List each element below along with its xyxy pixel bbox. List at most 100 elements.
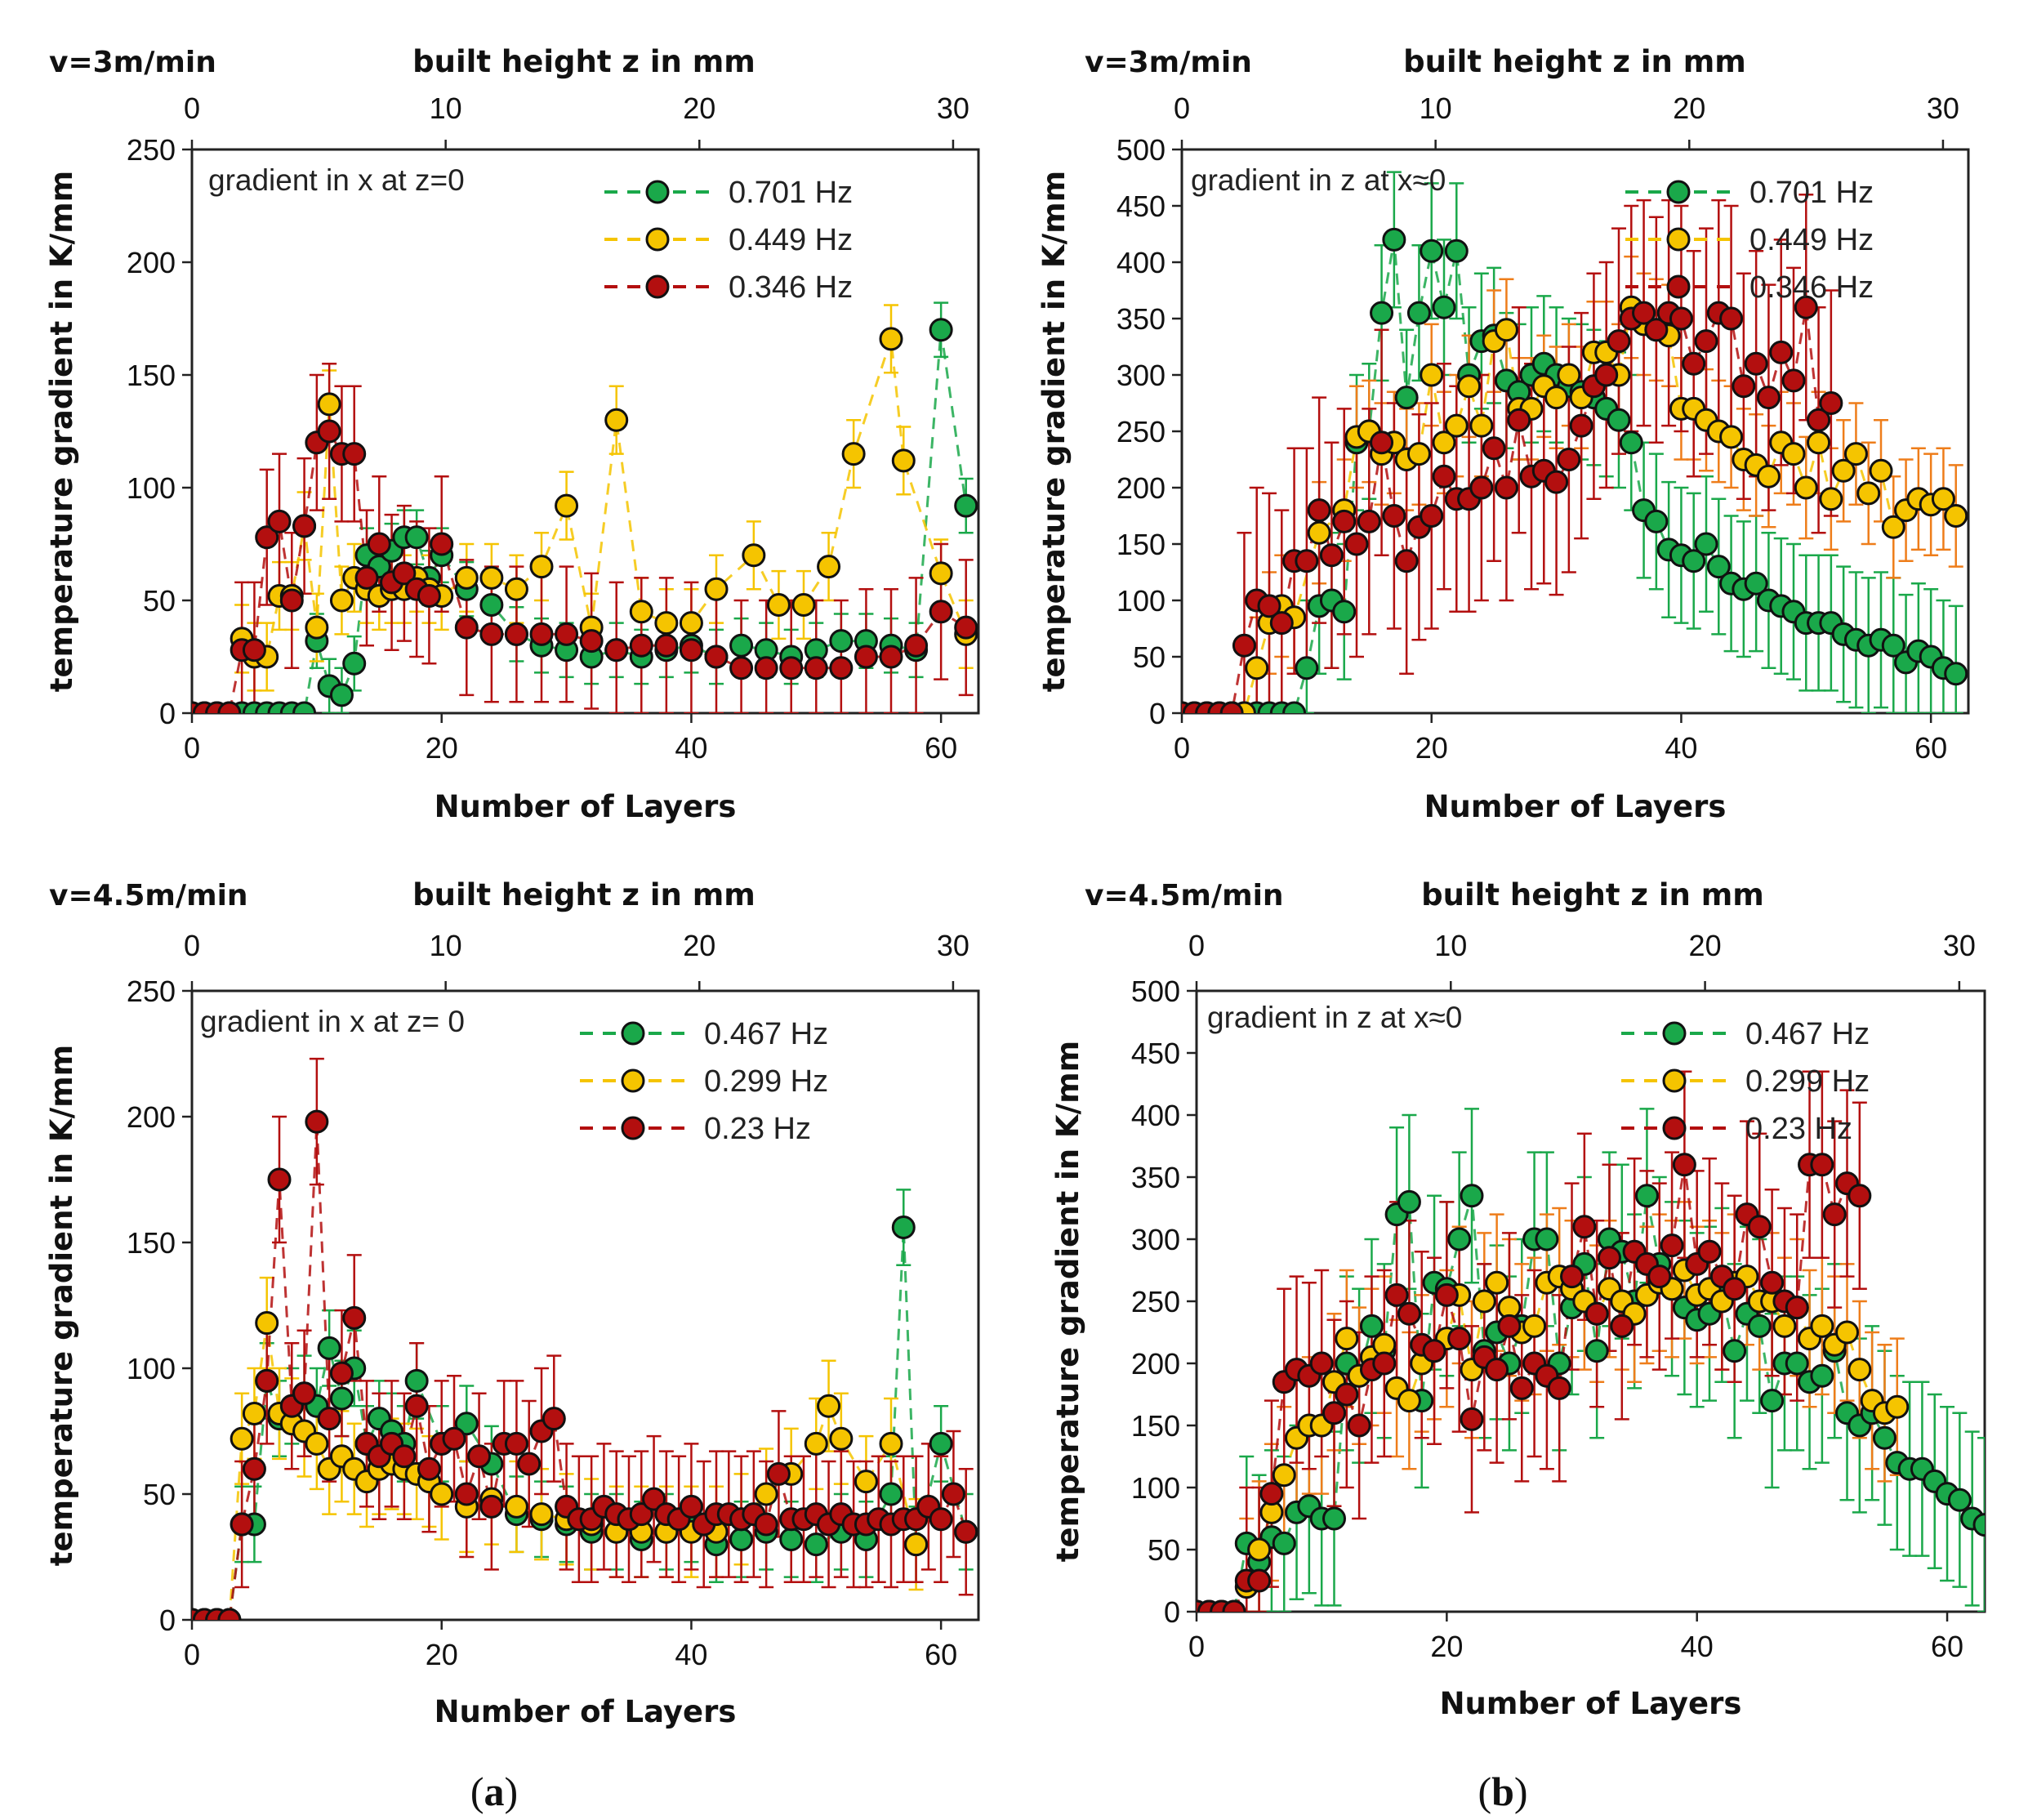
data-point [292,701,317,713]
y-tick-label: 250 [127,133,176,167]
data-point [1307,498,1331,523]
data-point [1322,1506,1346,1531]
x2-tick-label: 20 [683,91,715,125]
legend-marker [1666,227,1691,252]
data-point [267,509,292,533]
data-point [742,543,766,568]
data-point [1781,368,1806,393]
data-point [604,408,629,432]
data-point [504,622,528,646]
speed-label: v=3m/min [49,46,216,79]
data-point [1319,543,1344,568]
x2-tick-label: 0 [1188,929,1205,962]
top-axis-title: built height z in mm [1421,877,1764,912]
y-tick-label: 50 [1148,1533,1180,1567]
data-point [1723,1277,1747,1301]
data-point [1469,413,1494,438]
data-point [430,1482,454,1506]
data-point [817,555,841,579]
data-point [454,1482,479,1506]
data-point [1522,1314,1547,1338]
data-point [729,656,754,680]
y-tick-label: 50 [1133,640,1166,674]
data-point [1247,1537,1272,1562]
y-axis-label: temperature gradient in K/mm [1050,1041,1085,1562]
data-point [854,645,878,669]
data-point [579,629,604,654]
legend-label: 0.299 Hz [704,1064,828,1099]
data-point [1931,487,1955,511]
data-point [242,1401,266,1425]
data-point [1472,1289,1496,1314]
data-point [1406,442,1431,466]
data-point [766,593,791,618]
data-point [1222,1599,1246,1612]
data-point [879,645,903,669]
data-point [1420,239,1444,263]
data-point [1760,1389,1785,1413]
data-point [1594,363,1619,387]
data-point [329,1361,354,1385]
data-point [1769,340,1794,364]
data-layer [192,1057,978,1620]
data-point [342,651,367,676]
data-point [1644,318,1669,342]
data-point [529,555,554,579]
data-point [1794,475,1818,500]
legend-marker [1666,274,1691,299]
data-point [754,1512,778,1537]
legend-marker [645,180,670,204]
x2-tick-label: 10 [1434,929,1467,962]
legend-label: 0.449 Hz [729,223,853,257]
data-point [1457,374,1482,399]
y-tick-label: 350 [1131,1161,1180,1194]
x-tick-label: 60 [925,731,957,765]
legend-marker [645,274,670,299]
data-point [829,629,854,654]
data-point [1259,1482,1284,1506]
data-point [1460,1407,1484,1431]
data-point [1434,1282,1459,1307]
data-point [317,392,341,417]
data-point [329,588,354,613]
data-point [1569,413,1593,438]
data-point [1807,408,1831,432]
data-point [305,1431,329,1456]
data-point [1572,1215,1597,1239]
data-point [1694,329,1718,354]
annotation: gradient in x at z=0 [208,163,465,197]
data-point [1756,464,1781,488]
data-point [1432,464,1456,488]
data-point [804,1431,828,1456]
data-point [517,1452,542,1476]
legend-label: 0.449 Hz [1749,223,1874,257]
data-point [417,1456,441,1481]
data-point [654,633,679,658]
data-point [1831,458,1856,483]
data-point [1444,413,1469,438]
data-point [1682,351,1706,376]
data-point [467,1444,492,1469]
data-point [1807,430,1831,455]
data-point [292,514,317,538]
data-point [904,1532,929,1557]
data-point [479,622,504,646]
data-point [1560,1265,1585,1289]
data-point [1272,1463,1296,1488]
data-point [891,448,916,473]
y-tick-label: 200 [1117,471,1166,505]
data-point [255,1368,279,1393]
data-point [242,1456,266,1481]
y-axis-label: temperature gradient in K/mm [44,171,79,692]
data-point [342,442,367,466]
data-point [679,638,703,662]
data-point [529,1502,554,1527]
data-point [1822,1202,1847,1227]
data-point [1397,1189,1421,1214]
data-point [1756,386,1781,410]
x-axis-label: Number of Layers [435,789,737,824]
data-point [1485,1358,1509,1382]
y-tick-label: 300 [1131,1223,1180,1256]
data-point [1447,1227,1472,1251]
